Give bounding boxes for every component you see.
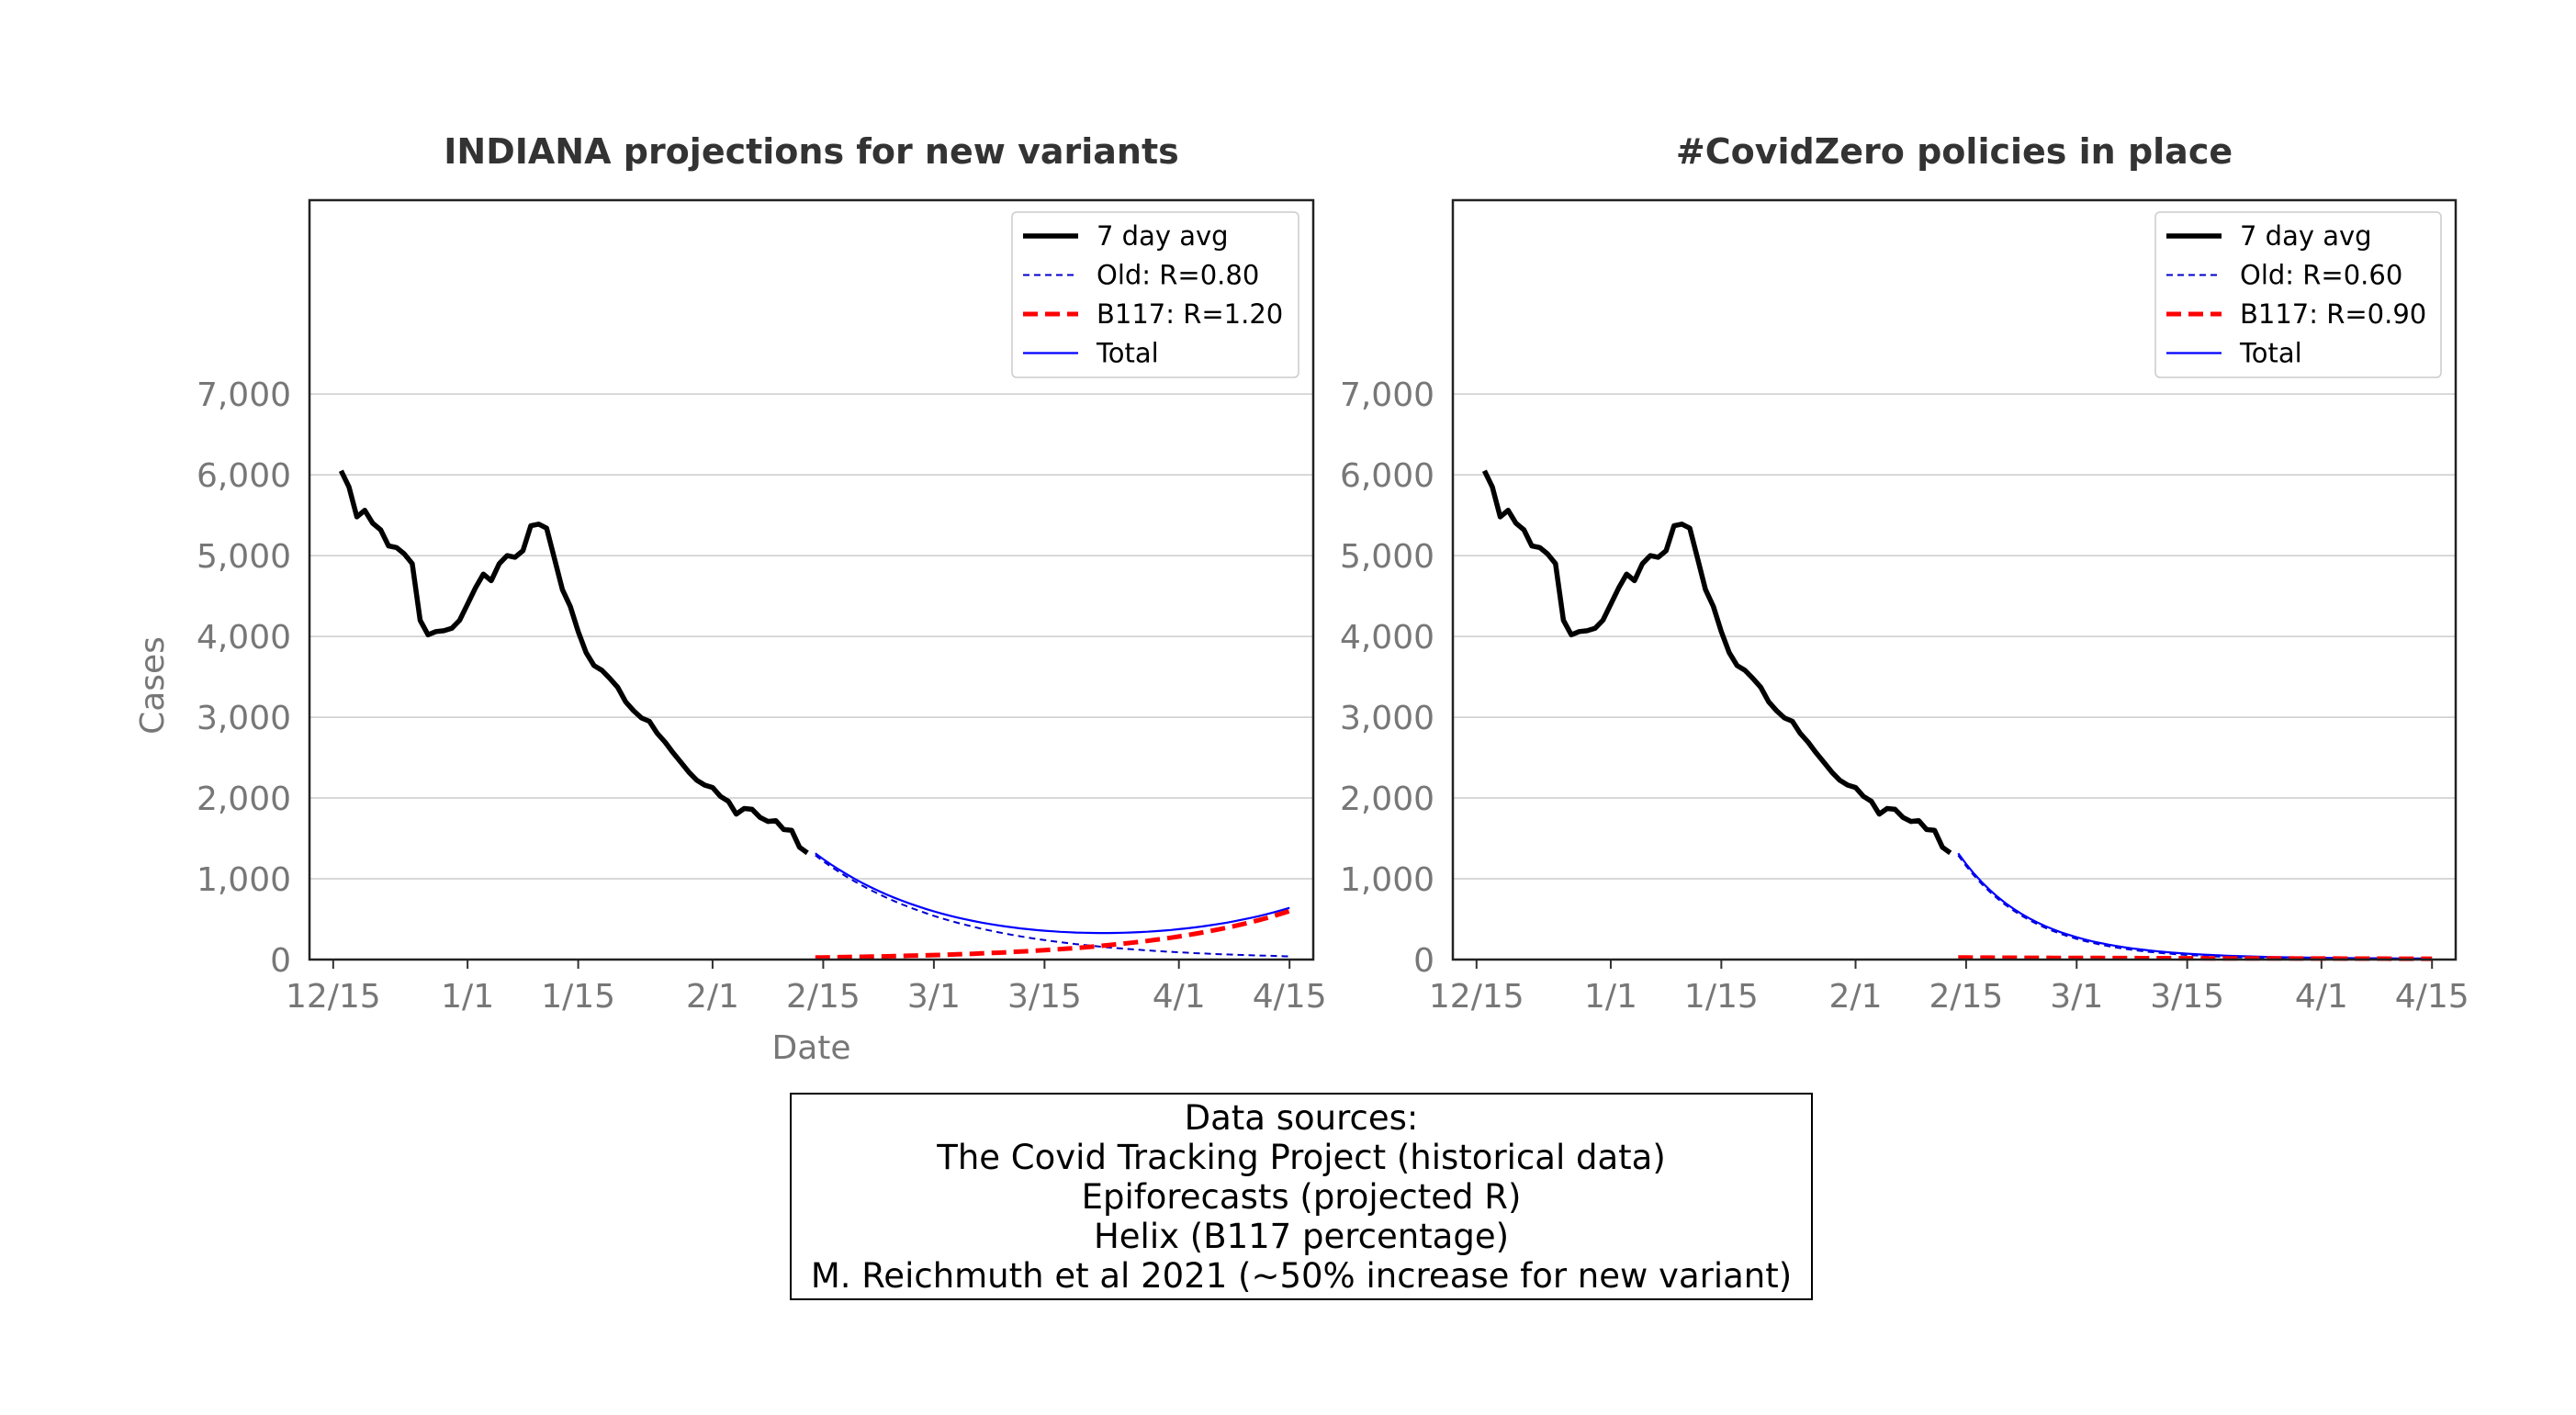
y-tick-label: 1,000 [1340, 861, 1434, 899]
source-epiforecasts: Epiforecasts (projected R) [1081, 1176, 1522, 1217]
x-tick-label: 4/15 [2395, 978, 2469, 1016]
series-line-seven-day-avg [1481, 469, 1952, 856]
x-tick-label: 4/15 [1253, 978, 1327, 1016]
legend: 7 day avg Old: R=0.80 B117: R=1.20 Total [1011, 211, 1299, 378]
legend-label: B117: R=0.90 [2240, 298, 2426, 330]
x-tick-label: 2/15 [1929, 978, 2003, 1016]
x-axis-label: Date [771, 1029, 850, 1067]
y-tick-label: 3,000 [1340, 700, 1434, 737]
plot-frame [308, 198, 1315, 961]
y-tick-label: 3,000 [197, 700, 291, 737]
y-tick-label: 6,000 [197, 457, 291, 495]
y-tick-label: 5,000 [1340, 538, 1434, 576]
y-tick-label: 1,000 [197, 861, 291, 899]
source-reichmuth: M. Reichmuth et al 2021 (~50% increase f… [810, 1255, 1793, 1296]
x-tick-label: 1/15 [541, 978, 615, 1016]
y-tick-label: 0 [270, 942, 291, 980]
chart-panel-1: 0 1,000 2,000 3,000 4,000 5,000 6,000 7,000 12/1… [134, 131, 1327, 1067]
x-tick-label: 3/15 [1007, 978, 1082, 1016]
series-line-seven-day-avg [338, 469, 809, 856]
y-tick-label: 4,000 [197, 619, 291, 657]
y-tick-label: 7,000 [1340, 376, 1434, 414]
y-tick-label: 4,000 [1340, 619, 1434, 657]
x-tick-label: 2/1 [1829, 978, 1883, 1016]
legend-box [1011, 211, 1299, 378]
series-line-total [1957, 852, 2433, 960]
legend: 7 day avg Old: R=0.60 B117: R=0.90 Total [2154, 211, 2442, 378]
chart-panel-2: 0 1,000 2,000 3,000 4,000 5,000 6,000 7,000 12/1… [1340, 131, 2469, 1016]
y-tick-label: 7,000 [197, 376, 291, 414]
sources-heading: Data sources: [1184, 1097, 1419, 1138]
x-tick-label: 12/15 [1429, 978, 1524, 1016]
series-line-b117 [1958, 955, 2433, 961]
legend-label: Old: R=0.80 [1097, 260, 1259, 291]
x-tick-label: 1/15 [1684, 978, 1759, 1016]
plot-frame [1451, 198, 2458, 961]
legend-label: Old: R=0.60 [2240, 260, 2402, 291]
data-sources-box: Data sources: The Covid Tracking Project… [790, 1093, 1813, 1300]
y-tick-label: 2,000 [1340, 780, 1434, 818]
source-covid-tracking: The Covid Tracking Project (historical d… [937, 1137, 1666, 1177]
y-tick-label: 0 [1413, 942, 1434, 980]
x-tick-label: 4/1 [2295, 978, 2348, 1016]
series-line-total [815, 852, 1290, 935]
x-tick-label: 2/1 [686, 978, 739, 1016]
y-tick-label: 6,000 [1340, 457, 1434, 495]
source-helix: Helix (B117 percentage) [1093, 1216, 1510, 1256]
x-tick-label: 3/1 [2050, 978, 2103, 1016]
legend-label: B117: R=1.20 [1097, 298, 1283, 330]
y-tick-label: 2,000 [197, 780, 291, 818]
x-tick-label: 4/1 [1153, 978, 1206, 1016]
chart-title: INDIANA projections for new variants [444, 131, 1178, 172]
x-tick-label: 3/15 [2150, 978, 2224, 1016]
y-tick-label: 5,000 [197, 538, 291, 576]
legend-label: 7 day avg [2240, 220, 2372, 252]
series-line-old [1957, 854, 2433, 960]
x-tick-label: 2/15 [786, 978, 861, 1016]
legend-label: 7 day avg [1097, 220, 1229, 252]
series-line-old [815, 854, 1290, 958]
series-line-b117 [815, 908, 1290, 960]
legend-box [2154, 211, 2442, 378]
chart-title: #CovidZero policies in place [1676, 131, 2233, 172]
y-axis-label: Cases [134, 636, 172, 735]
legend-label: Total [1096, 338, 1159, 369]
x-tick-label: 1/1 [1584, 978, 1637, 1016]
x-tick-label: 1/1 [441, 978, 494, 1016]
legend-label: Total [2239, 338, 2302, 369]
x-tick-label: 3/1 [907, 978, 961, 1016]
x-tick-label: 12/15 [286, 978, 381, 1016]
